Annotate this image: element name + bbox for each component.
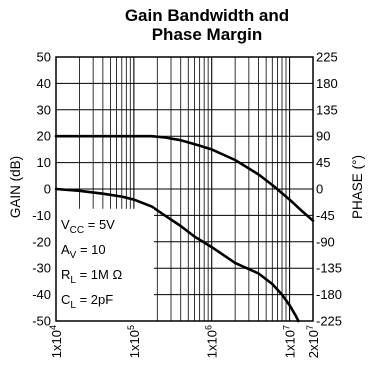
phase-tick-label: 45 [316, 155, 330, 170]
gain-tick-label: -50 [32, 314, 51, 329]
phase-tick-label: 90 [316, 129, 330, 144]
gain-tick-label: 20 [37, 129, 51, 144]
curves [54, 134, 315, 323]
gain-tick-label: 30 [37, 102, 51, 117]
phase-tick-label: 225 [316, 50, 338, 65]
phase-curve [54, 187, 300, 323]
frequency-tick-labels: 1x104 1x105 1x106 1x107 2x107 [48, 325, 321, 358]
y-left-axis-label: GAIN (dB) [8, 156, 23, 218]
gain-tick-label: 10 [37, 155, 51, 170]
frequency-tick-label: 1x106 [204, 325, 220, 358]
gain-tick-label: 0 [44, 182, 51, 197]
phase-tick-label: -90 [316, 234, 335, 249]
frequency-tick-label: 1x104 [48, 325, 64, 358]
phase-tick-label: 180 [316, 76, 338, 91]
frequency-tick-label: 2x107 [305, 325, 321, 358]
condition-line: RL = 1M Ω [61, 267, 122, 286]
phase-tick-label: -45 [316, 208, 335, 223]
gain-tick-label: -40 [32, 287, 51, 302]
frequency-tick-label: 1x107 [282, 325, 298, 358]
gain-tick-label: -10 [32, 208, 51, 223]
gain-tick-labels: 50 40 30 20 10 0 -10 -20 -30 -40 -50 [32, 50, 51, 329]
frequency-tick-label: 1x105 [126, 325, 142, 358]
gain-tick-label: 50 [37, 50, 51, 65]
phase-tick-label: 135 [316, 102, 338, 117]
chart-title-line-2: Phase Margin [152, 25, 263, 44]
gain-tick-label: 40 [37, 76, 51, 91]
plot-frame [55, 56, 314, 322]
gain-tick-label: -20 [32, 234, 51, 249]
condition-line: AV = 10 [61, 242, 106, 261]
y-right-axis-label: PHASE (°) [350, 155, 365, 219]
phase-tick-label: -180 [316, 287, 342, 302]
test-conditions-legend: VCC = 5V AV = 10 RL = 1M Ω CL = 2pF [56, 208, 154, 321]
phase-tick-label: -225 [316, 314, 342, 329]
gain-curve [54, 134, 315, 222]
phase-tick-labels: 225 180 135 90 45 0 -45 -90 -135 -180 -225 [316, 50, 342, 329]
condition-line: VCC = 5V [61, 217, 115, 236]
legend-background [56, 208, 154, 321]
chart-title-line-1: Gain Bandwidth and [125, 6, 289, 25]
phase-tick-label: -135 [316, 261, 342, 276]
phase-tick-label: 0 [316, 182, 323, 197]
gain-tick-label: -30 [32, 261, 51, 276]
condition-line: CL = 2pF [61, 292, 113, 311]
